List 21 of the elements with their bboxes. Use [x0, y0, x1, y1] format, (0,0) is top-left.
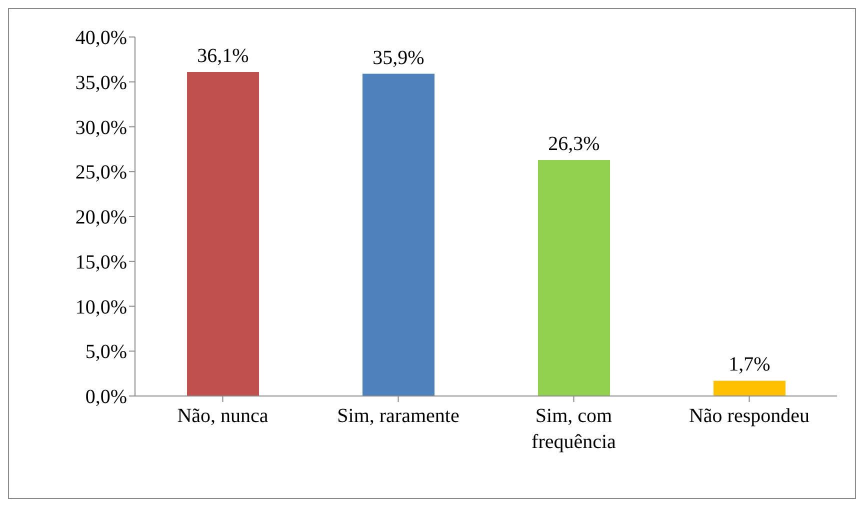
- y-tick-label: 10,0%: [75, 296, 127, 318]
- x-tick-label: Sim, raramente: [337, 405, 460, 427]
- x-tick-label: Não, nunca: [177, 405, 268, 427]
- y-tick-label: 0,0%: [85, 386, 127, 408]
- y-tick-label: 25,0%: [75, 162, 127, 184]
- x-tick-label: Não respondeu: [688, 405, 810, 427]
- bar: [714, 380, 786, 396]
- bar: [187, 72, 259, 396]
- data-label: 36,1%: [197, 45, 249, 68]
- y-tick-label: 5,0%: [85, 341, 127, 364]
- x-tick-label: Sim, com frequência: [532, 405, 616, 453]
- data-label: 1,7%: [728, 354, 770, 376]
- y-tick-label: 40,0%: [75, 27, 127, 50]
- data-label: 26,3%: [548, 132, 600, 155]
- data-label: 35,9%: [372, 46, 424, 69]
- y-tick-label: 20,0%: [75, 206, 127, 229]
- y-tick-label: 15,0%: [75, 251, 127, 274]
- y-tick-label: 35,0%: [75, 72, 127, 94]
- bar: [538, 160, 610, 396]
- bar: [362, 74, 434, 396]
- y-tick-label: 30,0%: [75, 116, 127, 139]
